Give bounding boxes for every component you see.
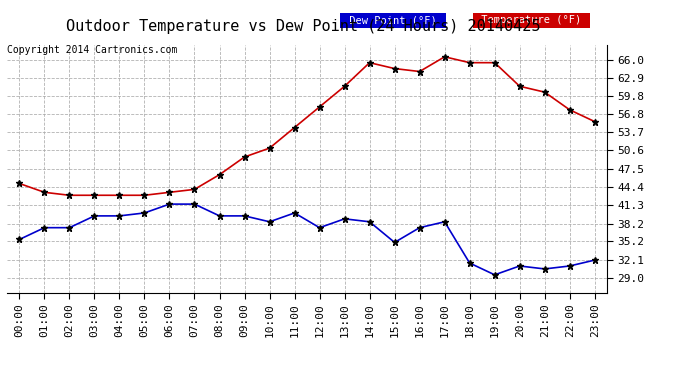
Text: Dew Point (°F): Dew Point (°F)	[343, 15, 443, 25]
Text: Copyright 2014 Cartronics.com: Copyright 2014 Cartronics.com	[7, 45, 177, 55]
Text: Outdoor Temperature vs Dew Point (24 Hours) 20140425: Outdoor Temperature vs Dew Point (24 Hou…	[66, 19, 541, 34]
Text: Temperature (°F): Temperature (°F)	[475, 15, 588, 25]
